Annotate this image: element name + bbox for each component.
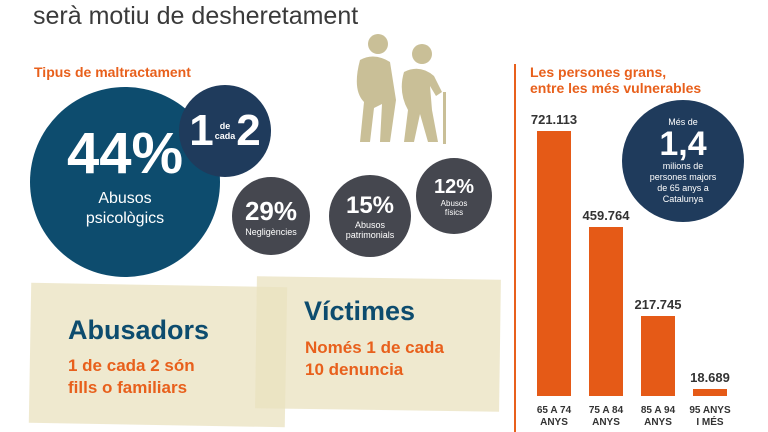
bar-value-label: 459.764 xyxy=(582,208,630,224)
callout-value: 1,4 xyxy=(659,125,707,163)
stat-value: 29% xyxy=(244,195,298,226)
neglect-circle: 29% Negligències xyxy=(232,177,310,255)
heading-line: Les persones grans, xyxy=(530,64,667,80)
patrimonial-abuse-circle: 15% Abusos patrimonials xyxy=(329,175,411,257)
bar xyxy=(641,315,675,396)
callout-text: Més de xyxy=(668,117,698,127)
stat-label: físics xyxy=(444,207,464,217)
callout-text: milions de xyxy=(662,161,704,171)
ratio-cada: cada xyxy=(214,131,236,141)
bar-value-label: 721.113 xyxy=(530,112,578,127)
bar xyxy=(693,389,727,396)
bar-value-label: 217.745 xyxy=(634,296,682,312)
stat-value: 44% xyxy=(66,121,184,186)
elderly-couple-icon xyxy=(356,34,446,144)
stat-label: Abusos xyxy=(98,190,152,207)
text-line: Només 1 de cada xyxy=(305,338,444,357)
abusers-text: 1 de cada 2 són fills o familiars xyxy=(68,355,195,399)
bar-value-label: 18.689 xyxy=(690,370,730,386)
ratio-circle: 1 de cada 2 xyxy=(179,85,271,177)
stat-value: 15% xyxy=(345,192,395,219)
text-line: 10 denuncia xyxy=(305,360,404,379)
ratio-two: 2 xyxy=(236,106,261,155)
category-label: 95 ANYS I MÉS xyxy=(689,405,731,428)
physical-abuse-circle: 12% Abusos físics xyxy=(416,158,492,234)
text-line: 1 de cada 2 són xyxy=(68,356,195,375)
stat-label: Negligències xyxy=(245,226,297,237)
victims-text: Només 1 de cada 10 denuncia xyxy=(305,337,444,381)
stat-value: 12% xyxy=(433,175,475,198)
text-line: fills o familiars xyxy=(68,378,188,397)
victims-title: Víctimes xyxy=(304,296,416,326)
bar xyxy=(537,131,571,396)
callout-text: de 65 anys a xyxy=(657,183,709,193)
category-label: 75 A 84 ANYS xyxy=(588,405,624,428)
stat-label: Abusos xyxy=(354,220,386,230)
vulnerable-heading: Les persones grans, entre les més vulnera… xyxy=(530,64,701,96)
category-label: 65 A 74 ANYS xyxy=(536,405,572,428)
stat-label: patrimonials xyxy=(345,230,395,240)
headline: serà motiu de desheretament xyxy=(33,2,359,30)
ratio-one: 1 xyxy=(189,106,214,155)
abusers-title: Abusadors xyxy=(68,315,210,345)
bar xyxy=(589,227,623,396)
divider xyxy=(514,64,516,432)
stat-label: psicològics xyxy=(85,210,165,227)
types-heading: Tipus de maltractament xyxy=(34,64,191,80)
population-callout: Més de 1,4 milions de persones majors de… xyxy=(622,100,744,222)
category-label: 85 A 94 ANYS xyxy=(640,405,676,428)
ratio-de: de xyxy=(219,121,231,131)
callout-text: Catalunya xyxy=(662,194,704,204)
callout-text: persones majors xyxy=(649,172,717,182)
heading-line: entre les més vulnerables xyxy=(530,80,702,96)
stat-label: Abusos xyxy=(440,198,468,208)
